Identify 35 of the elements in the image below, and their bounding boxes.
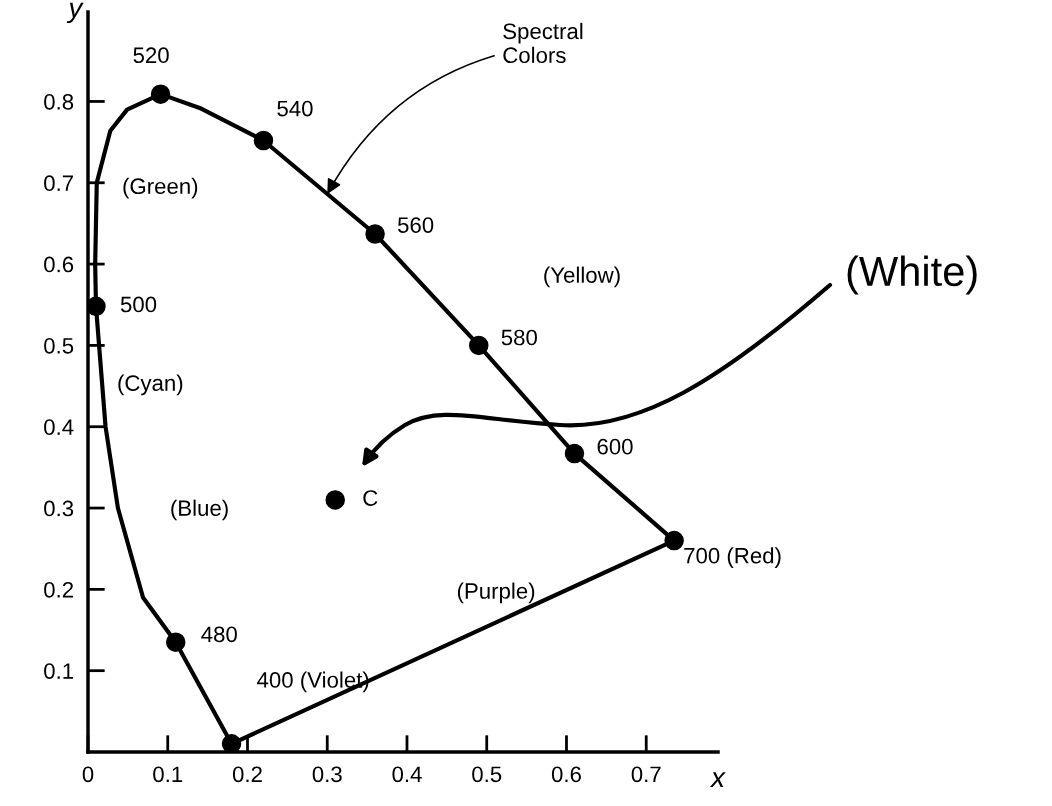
annotation: 700 (Red) xyxy=(684,547,781,568)
annotation: 560 xyxy=(397,217,434,233)
x-axis-title: x xyxy=(709,772,726,787)
y-tick-label: 0.1 xyxy=(44,663,74,679)
annotation: (Cyan) xyxy=(118,374,183,396)
x-tick-label: 0.4 xyxy=(392,766,422,783)
annotation: (Green) xyxy=(123,177,198,199)
y-tick-label: 0.3 xyxy=(44,500,74,517)
annotation: 600 xyxy=(597,438,633,455)
x-tick-label: 0.3 xyxy=(312,766,342,783)
annotation: 480 xyxy=(201,626,237,643)
y-tick-label: 0.5 xyxy=(44,337,74,354)
x-tick-label: 0 xyxy=(82,766,94,783)
annotation: Spectral Colors xyxy=(503,22,583,64)
annotation: 500 xyxy=(120,296,157,313)
annotation: (Yellow) xyxy=(544,266,620,288)
text: (White) xyxy=(847,255,977,295)
annotation: 580 xyxy=(501,329,537,346)
y-axis-title: y xyxy=(66,2,84,24)
annotation: 400 (Violet) xyxy=(257,671,369,693)
x-tick-label: 0.1 xyxy=(153,766,183,783)
annotation: C xyxy=(363,490,378,506)
y-tick-label: 0.2 xyxy=(44,581,73,598)
y-tick-label: 0.6 xyxy=(44,256,74,273)
y-tick-label: 0.4 xyxy=(44,419,74,435)
y-tick-label: 0.8 xyxy=(44,93,74,110)
x-tick-label: 0.5 xyxy=(472,766,502,783)
x-tick-label: 0.6 xyxy=(551,766,581,783)
annotation: 520 xyxy=(133,47,169,64)
x-tick-label: 0.7 xyxy=(631,766,661,783)
annotation: (Blue) xyxy=(171,499,228,521)
y-tick-label: 0.7 xyxy=(44,175,73,192)
annotation: (Purple) xyxy=(457,582,535,604)
annotation: 540 xyxy=(277,100,313,117)
x-tick-label: 0.2 xyxy=(232,766,262,783)
